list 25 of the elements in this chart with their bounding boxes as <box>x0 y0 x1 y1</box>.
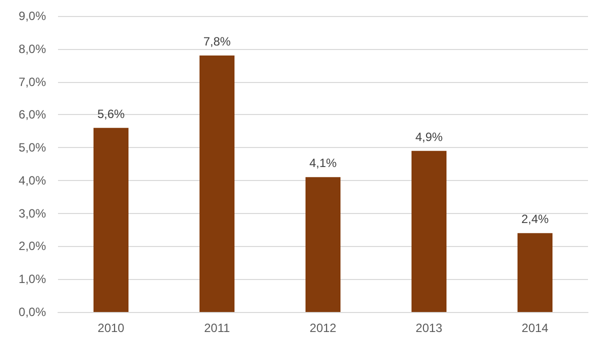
y-tick-label: 1,0% <box>18 272 46 286</box>
x-tick-label: 2011 <box>204 321 230 335</box>
data-label: 4,9% <box>415 130 443 144</box>
bar <box>94 128 128 312</box>
x-tick-label: 2013 <box>416 321 443 335</box>
data-label: 4,1% <box>309 156 337 170</box>
bar <box>306 177 340 312</box>
bar <box>200 55 234 312</box>
y-tick-label: 0,0% <box>18 305 46 319</box>
y-tick-label: 6,0% <box>18 108 46 122</box>
x-tick-label: 2010 <box>98 321 125 335</box>
y-tick-label: 4,0% <box>18 173 46 188</box>
y-tick-label: 9,0% <box>18 9 46 23</box>
y-tick-label: 8,0% <box>18 42 46 56</box>
data-label: 5,6% <box>97 106 125 121</box>
bar <box>412 150 446 312</box>
data-label: 2,4% <box>521 212 549 226</box>
y-tick-label: 7,0% <box>18 74 46 89</box>
x-tick-label: 2012 <box>310 321 337 335</box>
data-label: 7,8% <box>203 34 231 48</box>
y-tick-label: 3,0% <box>18 206 46 220</box>
y-tick-label: 5,0% <box>18 140 46 155</box>
bar <box>518 233 552 312</box>
y-tick-label: 2,0% <box>18 239 46 254</box>
x-tick-label: 2014 <box>522 321 549 335</box>
